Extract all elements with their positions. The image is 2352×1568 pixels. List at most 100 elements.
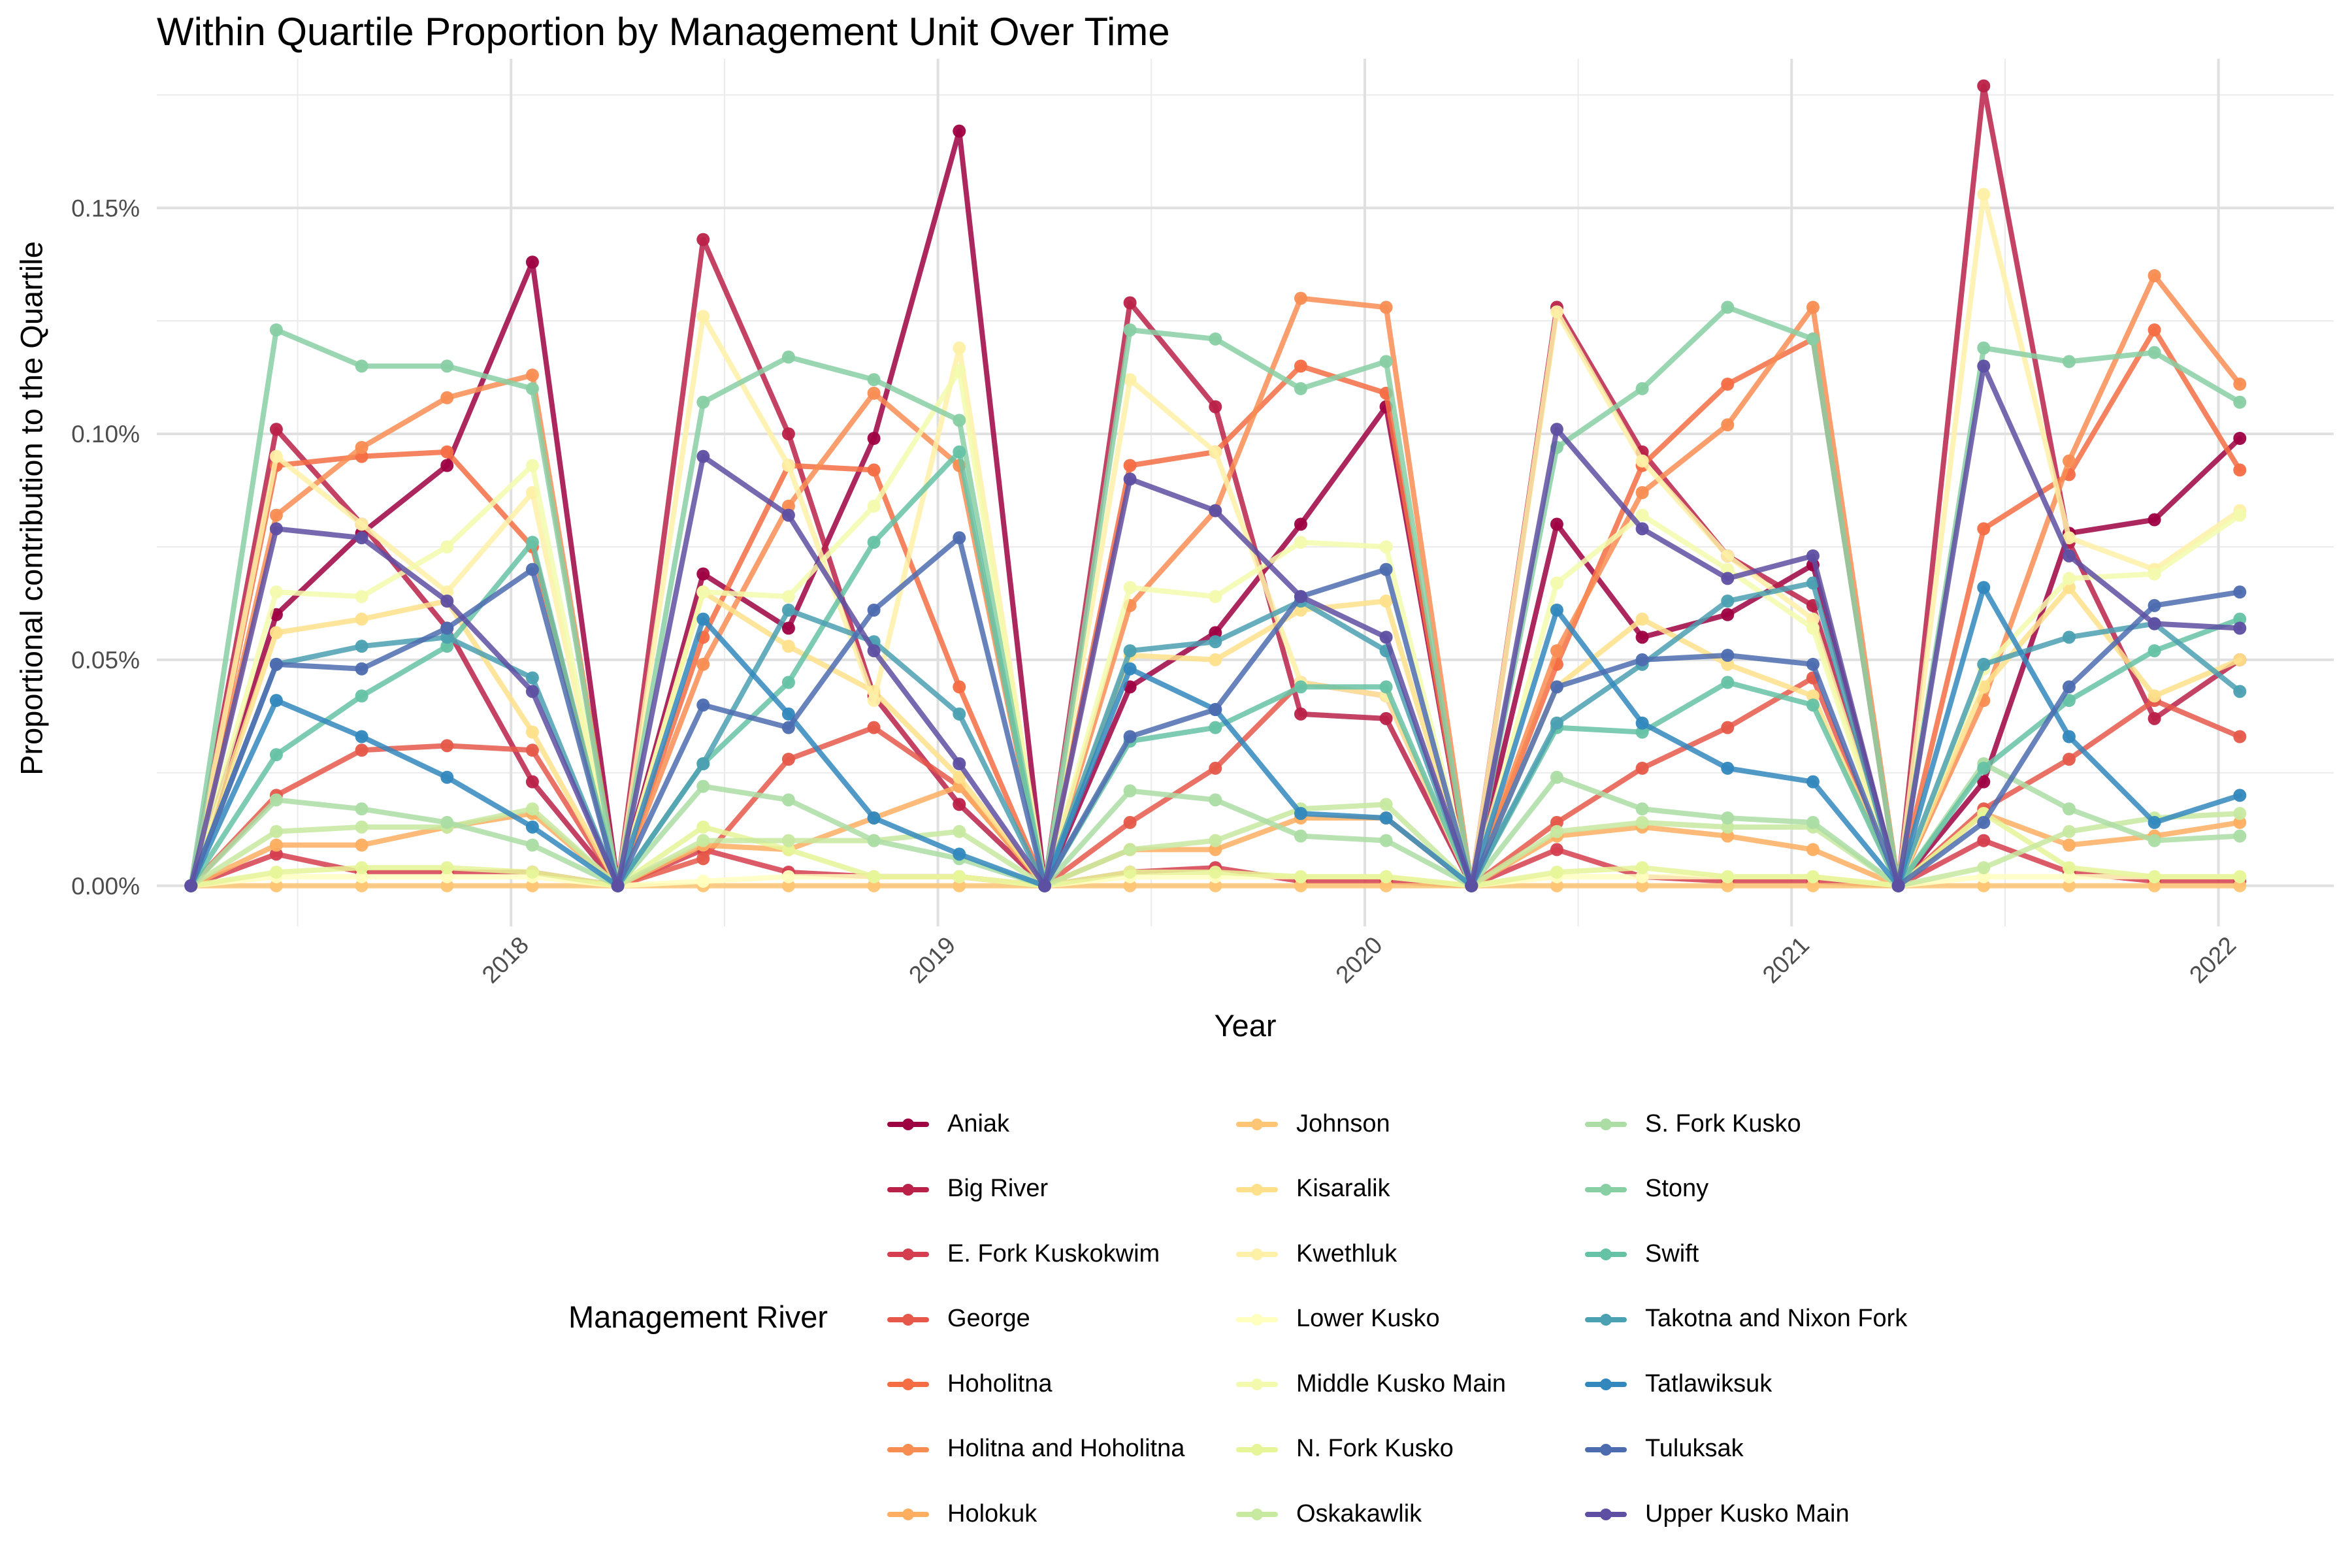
data-point [440, 861, 454, 875]
data-point [1209, 834, 1222, 847]
data-point [1123, 459, 1137, 472]
data-point [2148, 346, 2161, 359]
legend-key [1232, 1104, 1282, 1143]
y-tick-label: 0.00% [71, 873, 140, 900]
data-point [2148, 644, 2161, 658]
data-point [269, 508, 283, 522]
data-point [1806, 843, 1820, 857]
data-point [2148, 879, 2161, 892]
data-point [2148, 689, 2161, 703]
data-point [1550, 815, 1563, 829]
data-point [781, 753, 795, 766]
data-point [1123, 581, 1137, 595]
legend-item: George [883, 1299, 1030, 1339]
data-point [1977, 79, 1991, 93]
data-point [696, 585, 710, 599]
data-point [867, 386, 881, 400]
data-point [781, 834, 795, 847]
data-point [696, 310, 710, 323]
x-tick-label: 2018 [477, 932, 534, 988]
data-point [440, 640, 454, 653]
data-point [953, 445, 966, 459]
data-point [1550, 770, 1563, 784]
data-point [1635, 802, 1649, 816]
data-point [1721, 563, 1735, 576]
data-point [2233, 870, 2247, 883]
data-point [953, 798, 966, 811]
data-point [269, 323, 283, 336]
legend-key [1581, 1494, 1631, 1533]
x-tick-label: 2020 [1330, 932, 1387, 988]
data-point [269, 825, 283, 838]
data-point [1379, 811, 1393, 825]
data-point [2148, 711, 2161, 725]
data-point [1294, 870, 1307, 883]
data-point [696, 395, 710, 409]
data-point [867, 536, 881, 549]
data-point [1123, 373, 1137, 387]
data-point [2148, 513, 2161, 527]
data-point [355, 879, 368, 892]
data-point [1806, 332, 1820, 346]
legend-item: Tatlawiksuk [1581, 1364, 1772, 1403]
data-point [1891, 879, 1905, 892]
data-point [781, 590, 795, 604]
y-axis-label: Proportional contribution to the Quartil… [14, 241, 49, 776]
data-point [1123, 296, 1137, 310]
legend-key [883, 1104, 933, 1143]
data-point [355, 531, 368, 545]
data-point [440, 621, 454, 635]
legend-item: Johnson [1232, 1104, 1390, 1143]
data-point [953, 770, 966, 784]
data-point [2062, 531, 2076, 545]
data-point [1806, 698, 1820, 712]
legend-item: Holokuk [883, 1494, 1037, 1533]
data-point [1721, 676, 1735, 689]
data-point [440, 815, 454, 829]
data-point [2062, 454, 2076, 468]
data-point [2062, 838, 2076, 852]
data-point [1977, 188, 1991, 201]
data-point [781, 707, 795, 721]
data-point [1209, 761, 1222, 775]
data-point [1550, 644, 1563, 658]
data-point [1977, 775, 1991, 789]
data-point [696, 698, 710, 712]
data-point [525, 382, 539, 395]
data-point [1294, 536, 1307, 549]
data-point [1635, 653, 1649, 666]
data-point [2062, 753, 2076, 766]
data-point [867, 694, 881, 708]
data-point [953, 341, 966, 355]
data-point [440, 359, 454, 373]
data-point [2233, 685, 2247, 698]
data-point [1294, 829, 1307, 843]
legend-item: Tuluksak [1581, 1429, 1744, 1469]
data-point [1209, 653, 1222, 666]
legend-label: George [947, 1305, 1030, 1332]
data-point [953, 847, 966, 861]
legend-item: E. Fork Kuskokwim [883, 1234, 1160, 1273]
data-point [1379, 301, 1393, 314]
data-point [355, 743, 368, 757]
legend-title: Management River [568, 1299, 828, 1334]
data-point [867, 811, 881, 825]
data-point [1465, 879, 1478, 892]
data-point [525, 879, 539, 892]
data-point [1209, 866, 1222, 879]
series-line [188, 191, 2243, 889]
data-point [2148, 617, 2161, 630]
data-point [1209, 590, 1222, 604]
data-point [696, 233, 710, 246]
data-point [867, 879, 881, 892]
data-point [2148, 815, 2161, 829]
data-point [1294, 382, 1307, 395]
data-point [1123, 784, 1137, 798]
data-point [1721, 549, 1735, 563]
data-point [1209, 721, 1222, 734]
x-tick-label: 2022 [2184, 932, 2241, 988]
data-point [1123, 815, 1137, 829]
data-point [525, 255, 539, 269]
data-point [355, 730, 368, 743]
